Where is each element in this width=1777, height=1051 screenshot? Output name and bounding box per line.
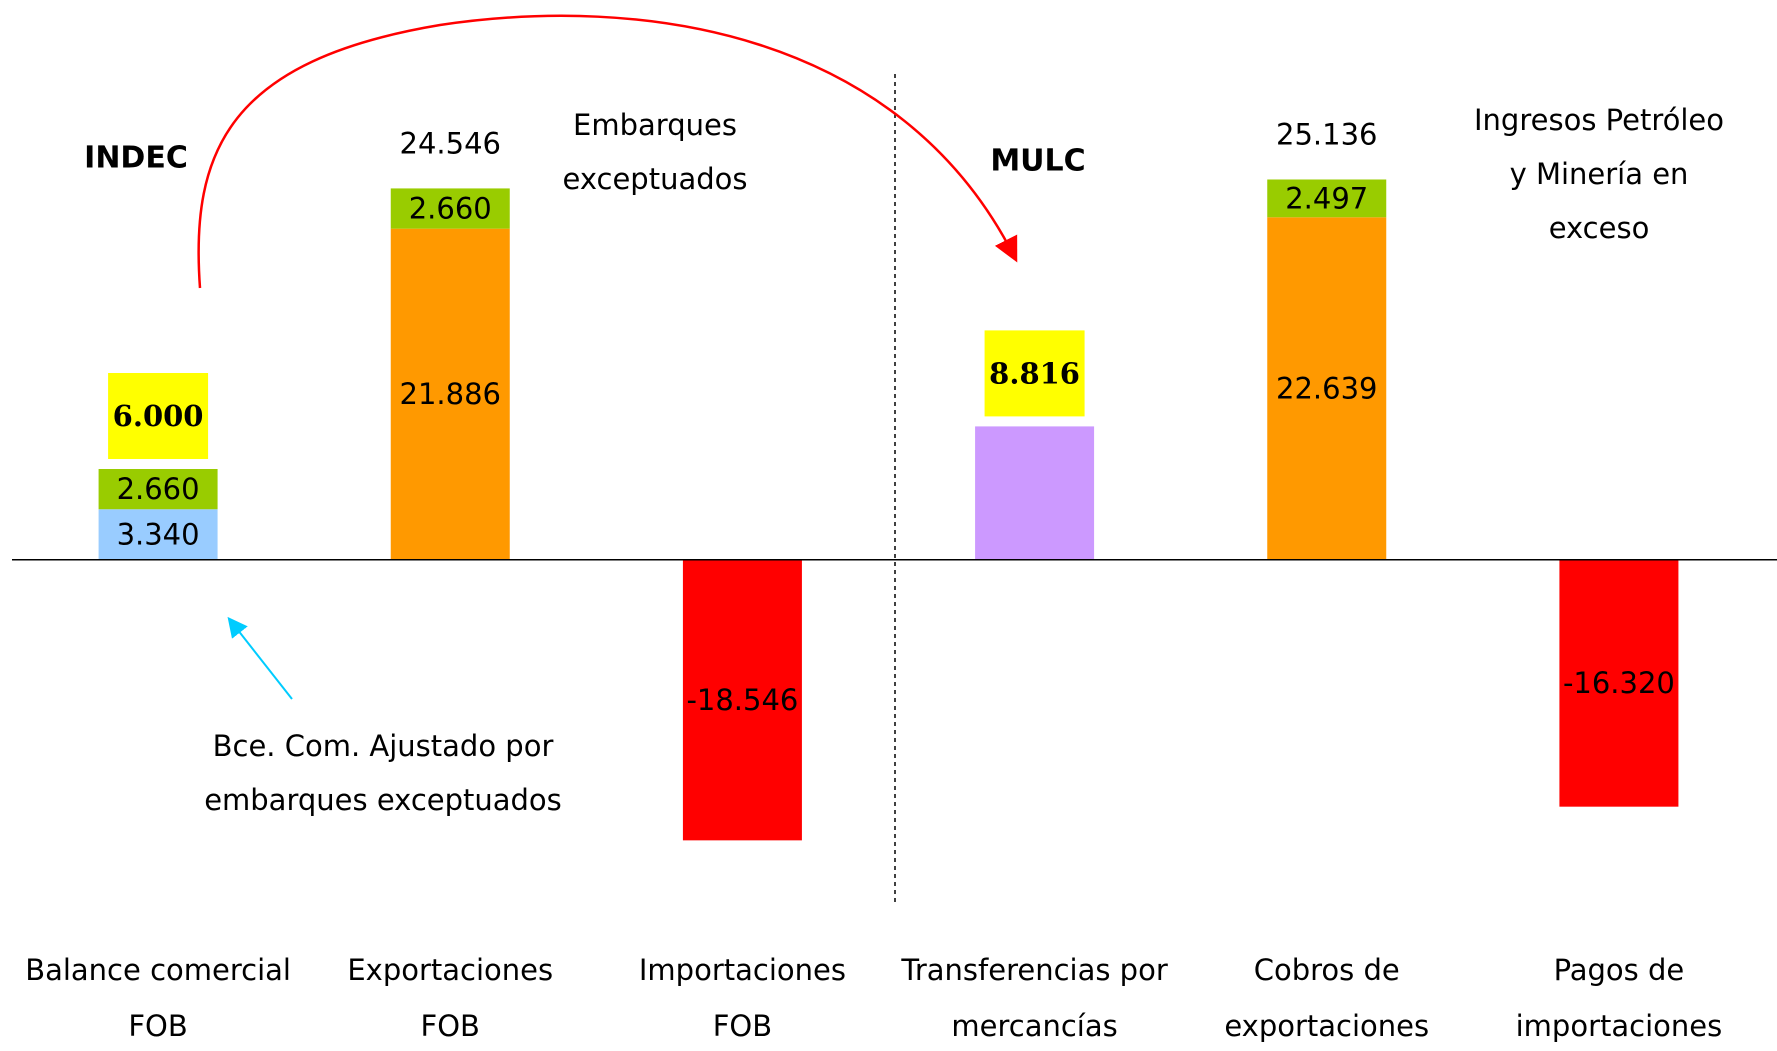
value-label: -16.320 [1563, 666, 1675, 700]
x-tick-label: Exportaciones [347, 953, 553, 987]
x-tick-label: Cobros de [1254, 953, 1400, 987]
annotation: Ingresos Petróleo [1474, 103, 1724, 137]
value-label: 2.497 [1285, 181, 1368, 215]
arrow [197, 14, 1018, 289]
bar-segment [1267, 179, 1387, 218]
x-tick-label: Importaciones [639, 953, 846, 987]
x-tick-label: FOB [128, 1009, 187, 1043]
highlight-box [108, 373, 209, 459]
annotation: Embarques [573, 108, 737, 142]
x-tick-label: Pagos de [1554, 953, 1685, 987]
value-label: 22.639 [1276, 372, 1377, 406]
bar-segment [98, 509, 218, 560]
total-label: 25.136 [1276, 117, 1377, 151]
bar-segment [390, 228, 510, 560]
arrow [227, 616, 293, 700]
bar-segment [1559, 559, 1679, 807]
annotation: exceso [1549, 211, 1650, 245]
highlight-box [984, 330, 1085, 417]
value-label: 2.660 [409, 192, 492, 226]
group-label: MULC [990, 144, 1085, 179]
bar-segment [682, 559, 802, 841]
bar-segment [98, 469, 218, 510]
group-label: INDEC [84, 141, 188, 176]
value-label: 3.340 [117, 518, 200, 552]
bar-segment [390, 188, 510, 229]
x-tick-label: exportaciones [1224, 1009, 1429, 1043]
x-tick-label: Transferencias por [900, 953, 1167, 987]
value-label: 21.886 [400, 377, 501, 411]
x-tick-label: importaciones [1516, 1009, 1723, 1043]
total-label: 6.000 [113, 399, 204, 433]
bar-segment [975, 426, 1095, 560]
bar-segment [1267, 217, 1387, 560]
x-tick-label: FOB [713, 1009, 772, 1043]
value-label: -18.546 [686, 683, 798, 717]
x-tick-label: Balance comercial [25, 953, 291, 987]
total-label: 24.546 [400, 126, 501, 160]
value-label: 2.660 [117, 472, 200, 506]
x-tick-label: FOB [421, 1009, 480, 1043]
x-tick-label: mercancías [951, 1009, 1117, 1043]
annotation: y Minería en [1510, 157, 1689, 191]
annotation: Bce. Com. Ajustado por [213, 729, 554, 763]
annotation: exceptuados [563, 162, 748, 196]
total-label: 8.816 [989, 356, 1080, 390]
annotation: embarques exceptuados [204, 783, 562, 817]
